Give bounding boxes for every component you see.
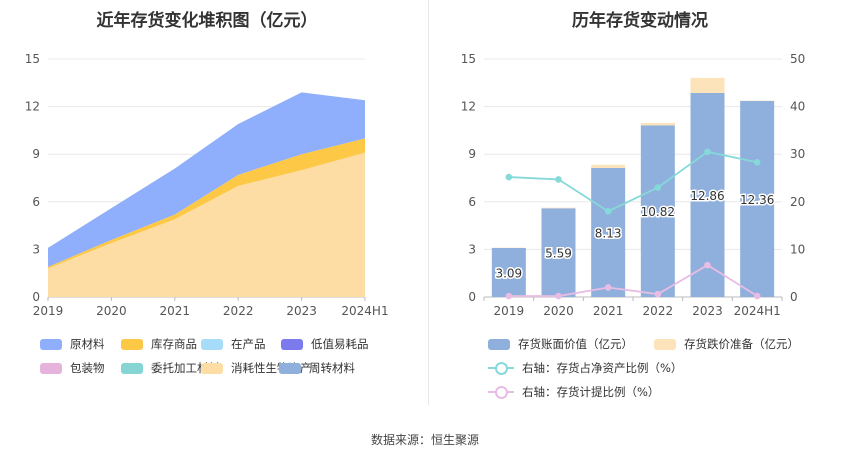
legend-label: 原材料 <box>70 337 105 351</box>
right-y2-tick-label: 30 <box>790 147 805 161</box>
line-inventory-net-asset-ratio <box>508 150 758 213</box>
legend-label: 右轴：存货占净资产比例（%） <box>522 361 683 375</box>
point-net-asset-ratio <box>753 158 761 166</box>
right-x-tick-label: 2022 <box>643 304 674 318</box>
right-y2-tick-label: 10 <box>790 242 805 256</box>
legend-item-left-2[interactable]: 在产品 <box>201 336 266 352</box>
left-chart-title: 近年存货变化堆积图（亿元） <box>96 11 318 31</box>
right-y-tick-label: 9 <box>468 147 476 161</box>
legend-swatch <box>201 362 223 374</box>
left-x-tick-label: 2022 <box>223 304 254 318</box>
bar-data-label: 12.86 <box>690 189 724 203</box>
legend-swatch <box>121 362 143 374</box>
legend-label: 低值易耗品 <box>311 337 369 351</box>
right-y-tick-label: 3 <box>468 242 476 256</box>
left-y-tick-label: 6 <box>32 195 40 209</box>
bar-impairment-provision <box>640 122 675 126</box>
right-y2-tick-label: 50 <box>790 52 805 66</box>
legend-item-provision[interactable]: 存货跌价准备（亿元） <box>654 336 799 352</box>
legend-item-provision-ratio[interactable]: 右轴：存货计提比例（%） <box>488 384 659 400</box>
legend-label: 存货跌价准备（亿元） <box>684 337 799 351</box>
left-x-tick-label: 2024H1 <box>341 304 388 318</box>
point-provision-ratio <box>555 292 562 300</box>
right-y-tick-label: 12 <box>461 100 476 114</box>
right-y2-tick-label: 20 <box>790 195 805 209</box>
legend-swatch <box>40 362 62 374</box>
bar-data-label: 3.09 <box>495 266 522 280</box>
left-x-tick-label: 2023 <box>286 304 317 318</box>
left-y-tick-label: 15 <box>25 52 40 66</box>
right-chart-title: 历年存货变动情况 <box>572 11 708 31</box>
legend-item-left-4[interactable]: 包装物 <box>40 360 105 376</box>
point-net-asset-ratio <box>505 173 513 181</box>
right-y2-tick-label: 40 <box>790 100 805 114</box>
left-y-tick-label: 9 <box>32 147 40 161</box>
point-net-asset-ratio <box>604 208 612 215</box>
bar-book-value <box>740 100 775 297</box>
area-series-1 <box>48 138 365 269</box>
right-y2-tick-label: 0 <box>790 290 798 304</box>
legend-swatch <box>201 338 223 350</box>
bar-data-label: 12.36 <box>740 193 774 207</box>
legend-item-left-1[interactable]: 库存商品 <box>121 336 197 352</box>
right-x-tick-label: 2019 <box>494 304 525 318</box>
left-x-tick-label: 2019 <box>33 304 64 318</box>
right-x-tick-label: 2021 <box>593 304 624 318</box>
legend-swatch <box>488 361 514 375</box>
bar-book-value <box>491 247 526 297</box>
right-x-tick-label: 2023 <box>692 304 723 318</box>
legend-item-left-7[interactable]: 周转材料 <box>279 360 355 376</box>
point-net-asset-ratio <box>654 184 662 191</box>
bar-data-label: 10.82 <box>641 205 675 219</box>
left-y-tick-label: 0 <box>32 290 40 304</box>
left-x-tick-label: 2020 <box>96 304 127 318</box>
point-provision-ratio <box>505 292 513 300</box>
legend-swatch <box>281 338 303 350</box>
right-x-tick-label: 2020 <box>543 304 574 318</box>
legend-item-book-value[interactable]: 存货账面价值（亿元） <box>488 336 633 352</box>
point-provision-ratio <box>604 284 612 291</box>
legend-item-net-asset-ratio[interactable]: 右轴：存货占净资产比例（%） <box>488 360 682 376</box>
legend-label: 在产品 <box>231 337 266 351</box>
line-provision-ratio <box>508 264 758 297</box>
bar-impairment-provision <box>591 164 626 169</box>
panel-divider <box>428 0 429 405</box>
legend-item-left-0[interactable]: 原材料 <box>40 336 105 352</box>
bar-book-value <box>591 168 626 297</box>
legend-label: 右轴：存货计提比例（%） <box>522 385 660 399</box>
legend-label: 包装物 <box>70 361 105 375</box>
legend-label: 库存商品 <box>151 337 197 351</box>
bar-impairment-provision <box>541 207 576 209</box>
legend-swatch <box>121 338 143 350</box>
left-y-tick-label: 12 <box>25 100 40 114</box>
legend-swatch <box>654 338 676 350</box>
legend-item-left-3[interactable]: 低值易耗品 <box>281 336 369 352</box>
bar-book-value <box>640 125 675 298</box>
point-provision-ratio <box>654 290 662 298</box>
area-series-0 <box>48 92 365 267</box>
legend-swatch <box>488 338 510 350</box>
point-provision-ratio <box>753 292 761 300</box>
left-y-tick-label: 3 <box>32 242 40 256</box>
bar-impairment-provision <box>690 77 725 93</box>
right-y-tick-label: 0 <box>468 290 476 304</box>
bar-data-label: 5.59 <box>545 247 572 261</box>
legend-swatch <box>279 362 301 374</box>
right-y-tick-label: 6 <box>468 195 476 209</box>
point-net-asset-ratio <box>704 148 711 156</box>
left-x-tick-label: 2021 <box>160 304 191 318</box>
right-y-tick-label: 15 <box>461 52 476 66</box>
point-net-asset-ratio <box>555 176 562 183</box>
bar-book-value <box>541 208 576 297</box>
bar-data-label: 8.13 <box>595 227 622 241</box>
legend-label: 周转材料 <box>309 361 355 375</box>
right-x-tick-label: 2024H1 <box>734 304 781 318</box>
data-source-note: 数据来源：恒生聚源 <box>370 433 479 447</box>
point-provision-ratio <box>704 261 711 269</box>
legend-swatch <box>40 338 62 350</box>
legend-label: 存货账面价值（亿元） <box>518 337 633 351</box>
area-series-6 <box>48 152 365 297</box>
legend-swatch <box>488 385 514 399</box>
